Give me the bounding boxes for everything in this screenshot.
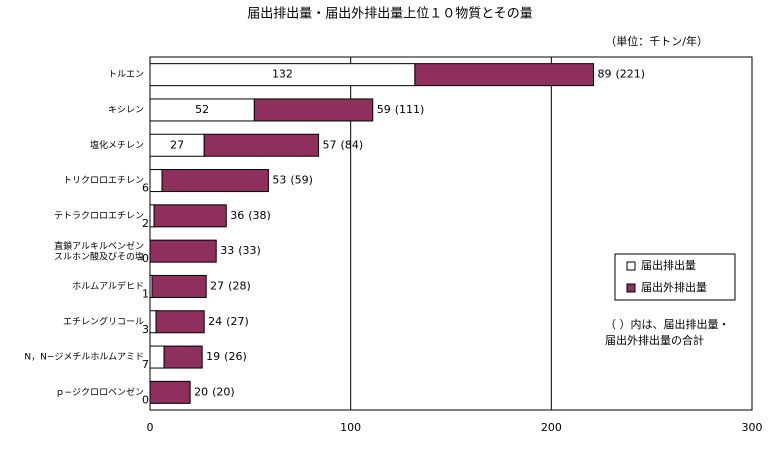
- total-label: (84): [341, 138, 364, 151]
- total-label: (221): [615, 68, 645, 81]
- value-label: 27: [170, 138, 184, 151]
- note: （ ）内は、届出排出量・: [605, 317, 730, 331]
- legend-swatch: [626, 283, 636, 293]
- value-label: 53: [272, 174, 286, 187]
- x-tick-label: 300: [742, 421, 763, 434]
- total-label: (26): [224, 350, 247, 363]
- bar-segment: [153, 204, 227, 228]
- total-label: (20): [212, 385, 235, 398]
- category-label: エチレングリコール: [63, 315, 144, 327]
- legend-label: 届出外排出量: [641, 280, 707, 294]
- value-label: 0: [142, 252, 149, 265]
- total-label: (38): [248, 209, 271, 222]
- value-label: 3: [142, 323, 149, 336]
- value-label: 132: [272, 68, 293, 81]
- bar-segment: [414, 63, 594, 87]
- bar-segment: [155, 310, 205, 334]
- total-label: (27): [226, 315, 249, 328]
- value-label: 59: [377, 103, 391, 116]
- value-label: 36: [230, 209, 244, 222]
- category-label: ｐ−ジクロロベンゼン: [55, 386, 144, 398]
- bar-segment: [253, 98, 374, 122]
- bar-segment: [149, 239, 217, 263]
- value-label: 24: [208, 315, 222, 328]
- bar-segment: [149, 169, 163, 193]
- value-label: 52: [195, 103, 209, 116]
- total-label: (59): [290, 174, 313, 187]
- bar-segment: [149, 380, 191, 404]
- x-tick-label: 200: [541, 421, 562, 434]
- bar-segment: [149, 345, 165, 369]
- total-label: (28): [228, 279, 251, 292]
- unit-label: （単位：千トン/年）: [605, 34, 708, 48]
- legend-swatch: [626, 261, 636, 271]
- x-tick-label: 0: [147, 421, 154, 434]
- category-label: テトラクロロエチレン: [54, 210, 144, 221]
- value-label: 89: [597, 68, 611, 81]
- category-label: ホルムアルデヒド: [72, 280, 144, 292]
- value-label: 6: [142, 182, 149, 195]
- chart-title: 届出排出量・届出外排出量上位１０物質とその量: [247, 7, 533, 22]
- x-tick-label: 100: [340, 421, 361, 434]
- bar-segment: [151, 274, 207, 298]
- note: 届出外排出量の合計: [605, 333, 704, 347]
- total-label: (111): [395, 103, 425, 116]
- category-label: キシレン: [108, 105, 144, 115]
- bar-segment: [203, 133, 320, 157]
- bar-segment: [161, 169, 269, 193]
- value-label: 27: [210, 279, 224, 292]
- value-label: 0: [142, 393, 149, 406]
- value-label: 19: [206, 350, 220, 363]
- bar-segment: [149, 310, 157, 334]
- category-label: トルエン: [108, 70, 144, 80]
- category-label: トリクロロエチレン: [63, 175, 144, 186]
- value-label: 7: [142, 358, 149, 371]
- legend-label: 届出排出量: [641, 258, 696, 272]
- category-label: N，N−ジメチルホルムアミド: [24, 352, 144, 363]
- value-label: 20: [194, 385, 208, 398]
- value-label: 57: [323, 138, 337, 151]
- value-label: 2: [142, 217, 149, 230]
- category-label: 直鎖アルキルベンゼンスルホン酸及びその塩: [54, 239, 144, 262]
- value-label: 33: [220, 244, 234, 257]
- bar-segment: [149, 204, 155, 228]
- category-label: 塩化メチレン: [90, 139, 144, 151]
- total-label: (33): [238, 244, 261, 257]
- value-label: 1: [142, 287, 149, 300]
- bar-segment: [163, 345, 203, 369]
